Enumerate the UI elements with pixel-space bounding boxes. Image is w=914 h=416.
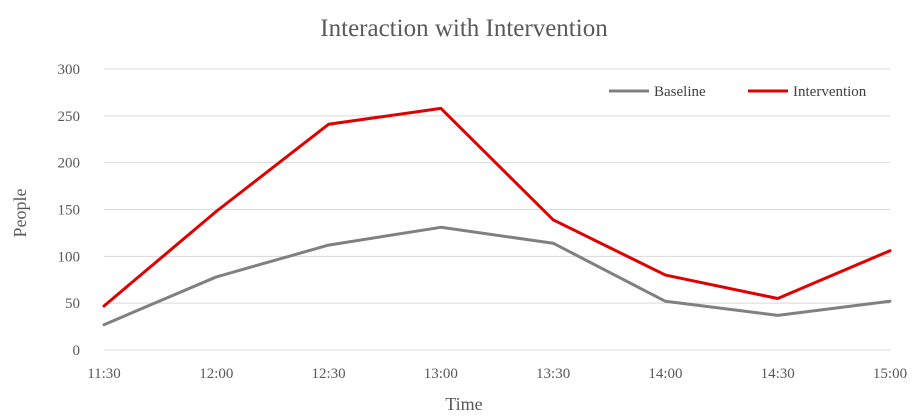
x-tick-label: 12:00	[199, 366, 233, 382]
baseline-legend-label: Baseline	[654, 84, 706, 100]
y-tick-label: 250	[58, 109, 81, 125]
x-tick-label: 13:30	[536, 366, 570, 382]
intervention-line	[102, 106, 892, 308]
y-tick-label: 50	[65, 296, 80, 312]
baseline-line	[102, 225, 892, 327]
legend: Baseline Intervention	[609, 84, 867, 100]
x-tick-label: 12:30	[311, 366, 345, 382]
x-tick-label: 13:00	[424, 366, 458, 382]
y-axis-label: People	[10, 188, 30, 237]
gridlines	[104, 68, 890, 351]
series-lines	[102, 106, 892, 327]
y-tick-label: 150	[58, 203, 81, 219]
x-axis-label: Time	[445, 394, 482, 414]
chart-title: Interaction with Intervention	[320, 15, 608, 42]
y-tick-label: 200	[58, 156, 81, 172]
x-tick-label: 11:30	[87, 366, 121, 382]
y-axis-ticks: 0 50 100 150 200 250 300	[58, 62, 81, 359]
y-tick-label: 0	[73, 343, 81, 359]
x-tick-label: 14:30	[761, 366, 795, 382]
y-tick-label: 300	[58, 62, 81, 78]
y-tick-label: 100	[58, 249, 81, 265]
x-tick-label: 15:00	[873, 366, 907, 382]
x-axis-ticks: 11:30 12:00 12:30 13:00 13:30 14:00 14:30 15:00	[87, 366, 907, 382]
intervention-legend-label: Intervention	[793, 84, 867, 100]
x-tick-label: 14:00	[648, 366, 682, 382]
